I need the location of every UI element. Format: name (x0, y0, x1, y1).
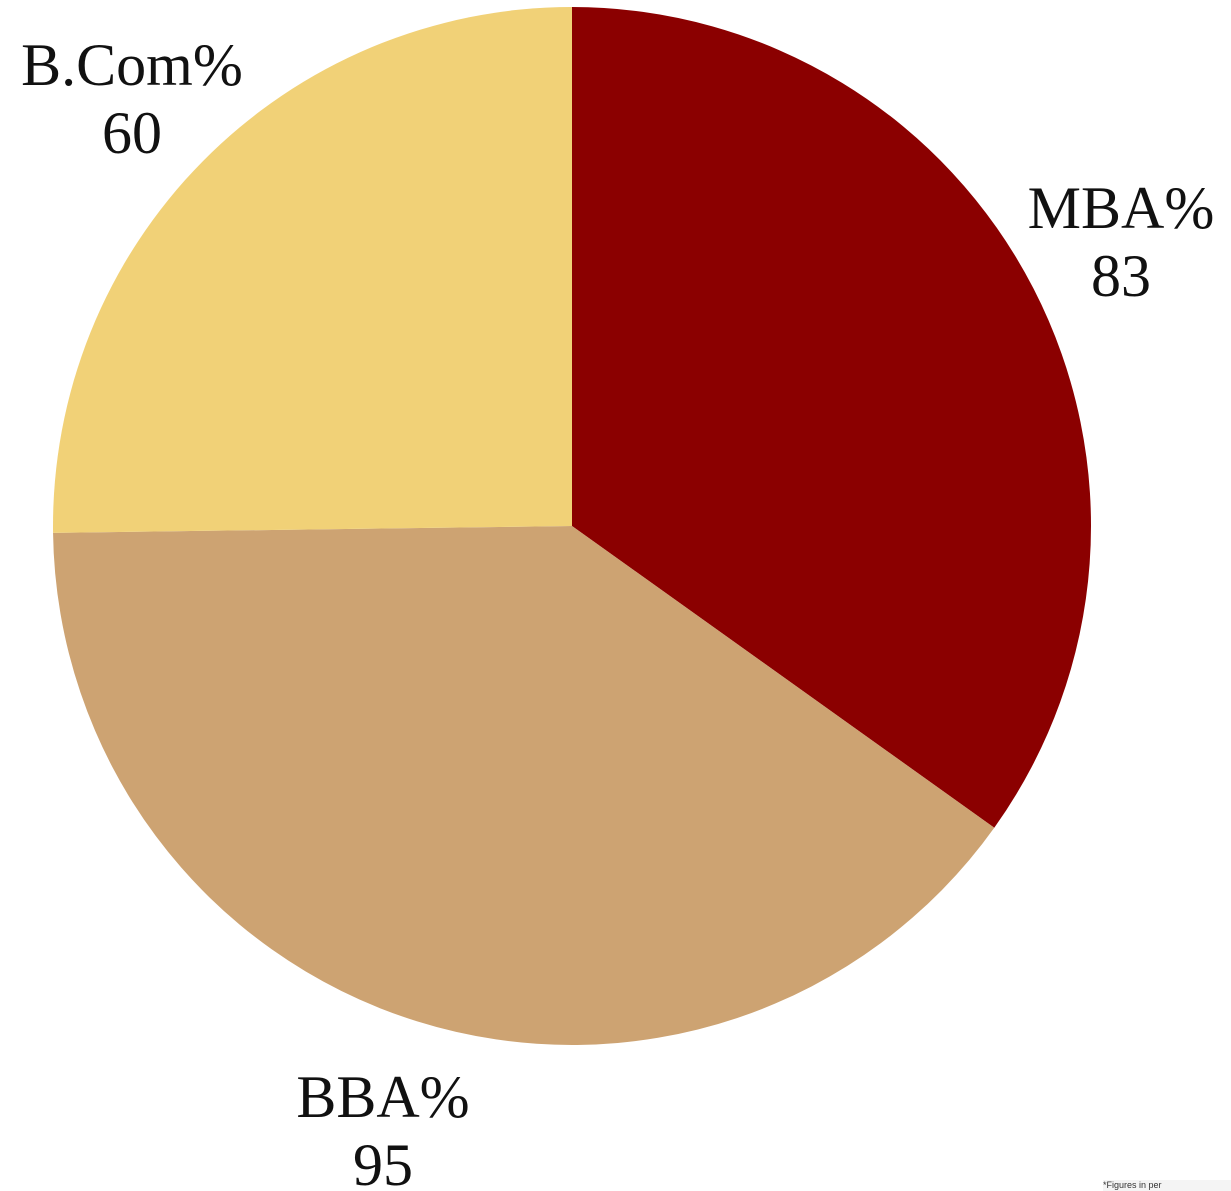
slice-label-b-com: B.Com% (21, 32, 243, 98)
pie-slices (53, 7, 1092, 1045)
pie-labels: MBA%83 BBA%95 B.Com%60 (21, 32, 1214, 1191)
slice-value-mba: 83 (1091, 243, 1151, 309)
pie-slice-b-com (53, 7, 572, 533)
pie-slice-mba (572, 7, 1092, 828)
slice-value-bba: 95 (353, 1132, 413, 1191)
footnote: *Figures in per (1103, 1180, 1231, 1191)
slice-label-bba: BBA% (296, 1064, 469, 1130)
slice-value-b-com: 60 (102, 100, 162, 166)
pie-slice-bba (53, 526, 995, 1045)
slice-label-mba: MBA% (1028, 175, 1215, 241)
